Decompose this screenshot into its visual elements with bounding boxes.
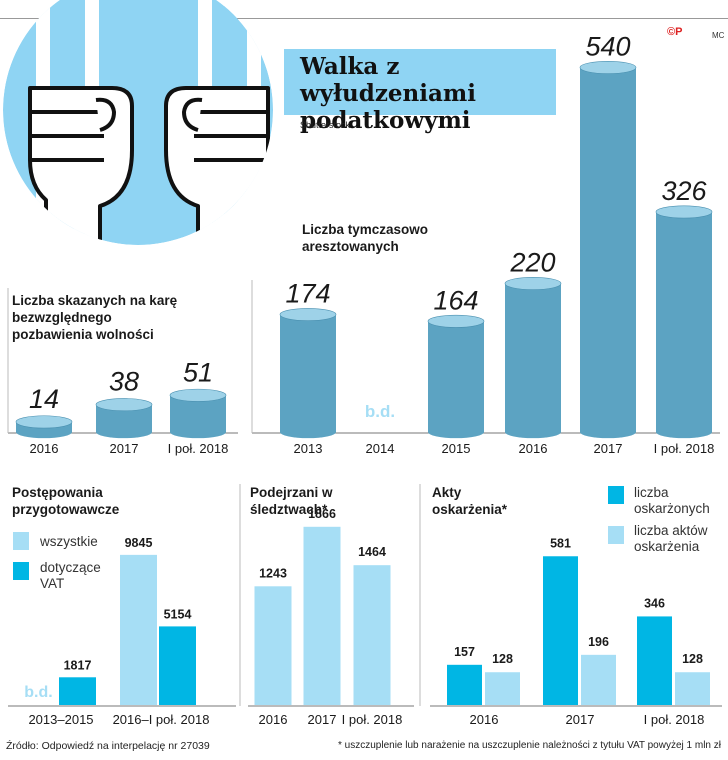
- chart3-bar: [59, 677, 96, 705]
- chart4-title: Podejrzani w śledztwach*: [250, 485, 333, 517]
- chart2-no-data-label: b.d.: [365, 402, 395, 421]
- chart5-data-label: 128: [492, 652, 513, 666]
- chart1-bar-top: [95, 398, 153, 412]
- legend-label-all: wszystkie: [40, 534, 98, 549]
- chart3-bar: [159, 626, 196, 705]
- chart5-tick-label: 2016: [470, 712, 499, 727]
- legend-swatch-accused: [608, 486, 624, 504]
- chart2-bar: [656, 211, 712, 439]
- chart5-data-label: 346: [644, 596, 665, 610]
- chart4-data-label: 1243: [259, 566, 287, 580]
- top-rule: [0, 18, 728, 19]
- chart1-data-label: 14: [29, 384, 59, 414]
- chart5-data-label: 196: [588, 635, 609, 649]
- page-title: Walka z wyłudzeniami podatkowymi: [300, 53, 476, 134]
- chart3-tick-label: 2013–2015: [28, 712, 93, 727]
- chart3-title: Postępowania przygotowawcze: [12, 485, 120, 517]
- chart2-bar: [580, 67, 636, 439]
- chart1-bar-top: [15, 415, 73, 429]
- chart4-tick-label: I poł. 2018: [342, 712, 403, 727]
- title-box: [284, 49, 556, 115]
- chart5-tick-label: 2017: [566, 712, 595, 727]
- chart3-tick-label: 2016–I poł. 2018: [113, 712, 210, 727]
- chart1-bar: [170, 395, 227, 439]
- source-note: Źródło: Odpowiedź na interpelację nr 270…: [6, 740, 210, 752]
- chart2-tick-label: 2013: [294, 441, 323, 456]
- legend-swatch-vat: [13, 562, 29, 580]
- chart5-data-label: 128: [682, 652, 703, 666]
- chart5-tick-label: I poł. 2018: [644, 712, 705, 727]
- chart5-bar: [637, 616, 672, 705]
- chart3-data-label: 5154: [164, 607, 192, 621]
- chart1-data-label: 38: [109, 367, 139, 397]
- chart2-data-label: 540: [585, 32, 630, 62]
- chart4-bar: [303, 526, 341, 705]
- chart2-title: Liczba tymczasowo aresztowanych: [302, 222, 429, 254]
- chart1-bar-top: [169, 388, 227, 402]
- chart4-bar: [353, 565, 391, 705]
- chart2-bar-top: [579, 61, 637, 74]
- legend-label-vat: dotyczące VAT: [40, 560, 101, 591]
- chart1-bar: [96, 404, 152, 439]
- chart3-data-label: 1817: [64, 658, 92, 672]
- chart2-data-label: 220: [509, 248, 555, 278]
- chart2-bar: [505, 283, 561, 439]
- chart5-bar: [675, 672, 710, 705]
- chart2-bar: [428, 321, 485, 439]
- chart2-data-label: 174: [285, 279, 330, 309]
- chart5-bar: [543, 556, 578, 705]
- chart2-tick-label: I poł. 2018: [654, 441, 715, 456]
- prison-bars-illustration: [3, 0, 273, 245]
- chart2-tick-label: 2016: [519, 441, 548, 456]
- chart2-tick-label: 2015: [442, 441, 471, 456]
- chart1-data-label: 51: [183, 357, 213, 387]
- chart2-tick-label: 2017: [594, 441, 623, 456]
- chart1-tick-label: 2016: [30, 441, 59, 456]
- chart3-bar: [120, 554, 157, 705]
- chart2-bar-top: [504, 277, 562, 290]
- chart2-data-label: 164: [433, 285, 478, 315]
- legend-label-indictments: liczba aktów oskarżenia: [634, 523, 708, 554]
- legend-label-accused: liczba oskarżonych: [634, 485, 710, 516]
- chart5-bar: [447, 664, 482, 705]
- chart2-bar-top: [427, 314, 485, 328]
- chart5-title: Akty oskarżenia*: [432, 485, 508, 517]
- chart2-bar: [280, 314, 336, 439]
- chart4-tick-label: 2017: [308, 712, 337, 727]
- chart1-tick-label: I poł. 2018: [168, 441, 229, 456]
- chart4-data-label: 1464: [358, 545, 386, 559]
- footnote: * uszczuplenie lub narażenie na uszczupl…: [338, 740, 721, 751]
- chart1-tick-label: 2017: [110, 441, 139, 456]
- chart2-bar-top: [655, 205, 713, 219]
- chart4-tick-label: 2016: [259, 712, 288, 727]
- chart5-bar: [485, 672, 520, 705]
- publisher-logo: ©P: [667, 26, 683, 38]
- chart2-tick-label: 2014: [366, 441, 395, 456]
- legend-swatch-indictments: [608, 526, 624, 544]
- chart5-data-label: 581: [550, 536, 571, 550]
- chart5-data-label: 157: [454, 645, 475, 659]
- chart3-data-label: 9845: [125, 536, 153, 550]
- chart2-bar-top: [279, 308, 337, 322]
- logo-author: MC: [712, 31, 725, 40]
- chart4-data-label: 1866: [308, 507, 336, 521]
- chart1-title: Liczba skazanych na karę bezwzględnego p…: [12, 293, 178, 342]
- chart4-bar: [254, 586, 292, 705]
- chart5-bar: [581, 654, 616, 705]
- photo-credit: Shutterstock: [300, 120, 351, 130]
- chart2-data-label: 326: [661, 176, 707, 206]
- chart3-no-data-label: b.d.: [24, 684, 52, 701]
- legend-swatch-all: [13, 532, 29, 550]
